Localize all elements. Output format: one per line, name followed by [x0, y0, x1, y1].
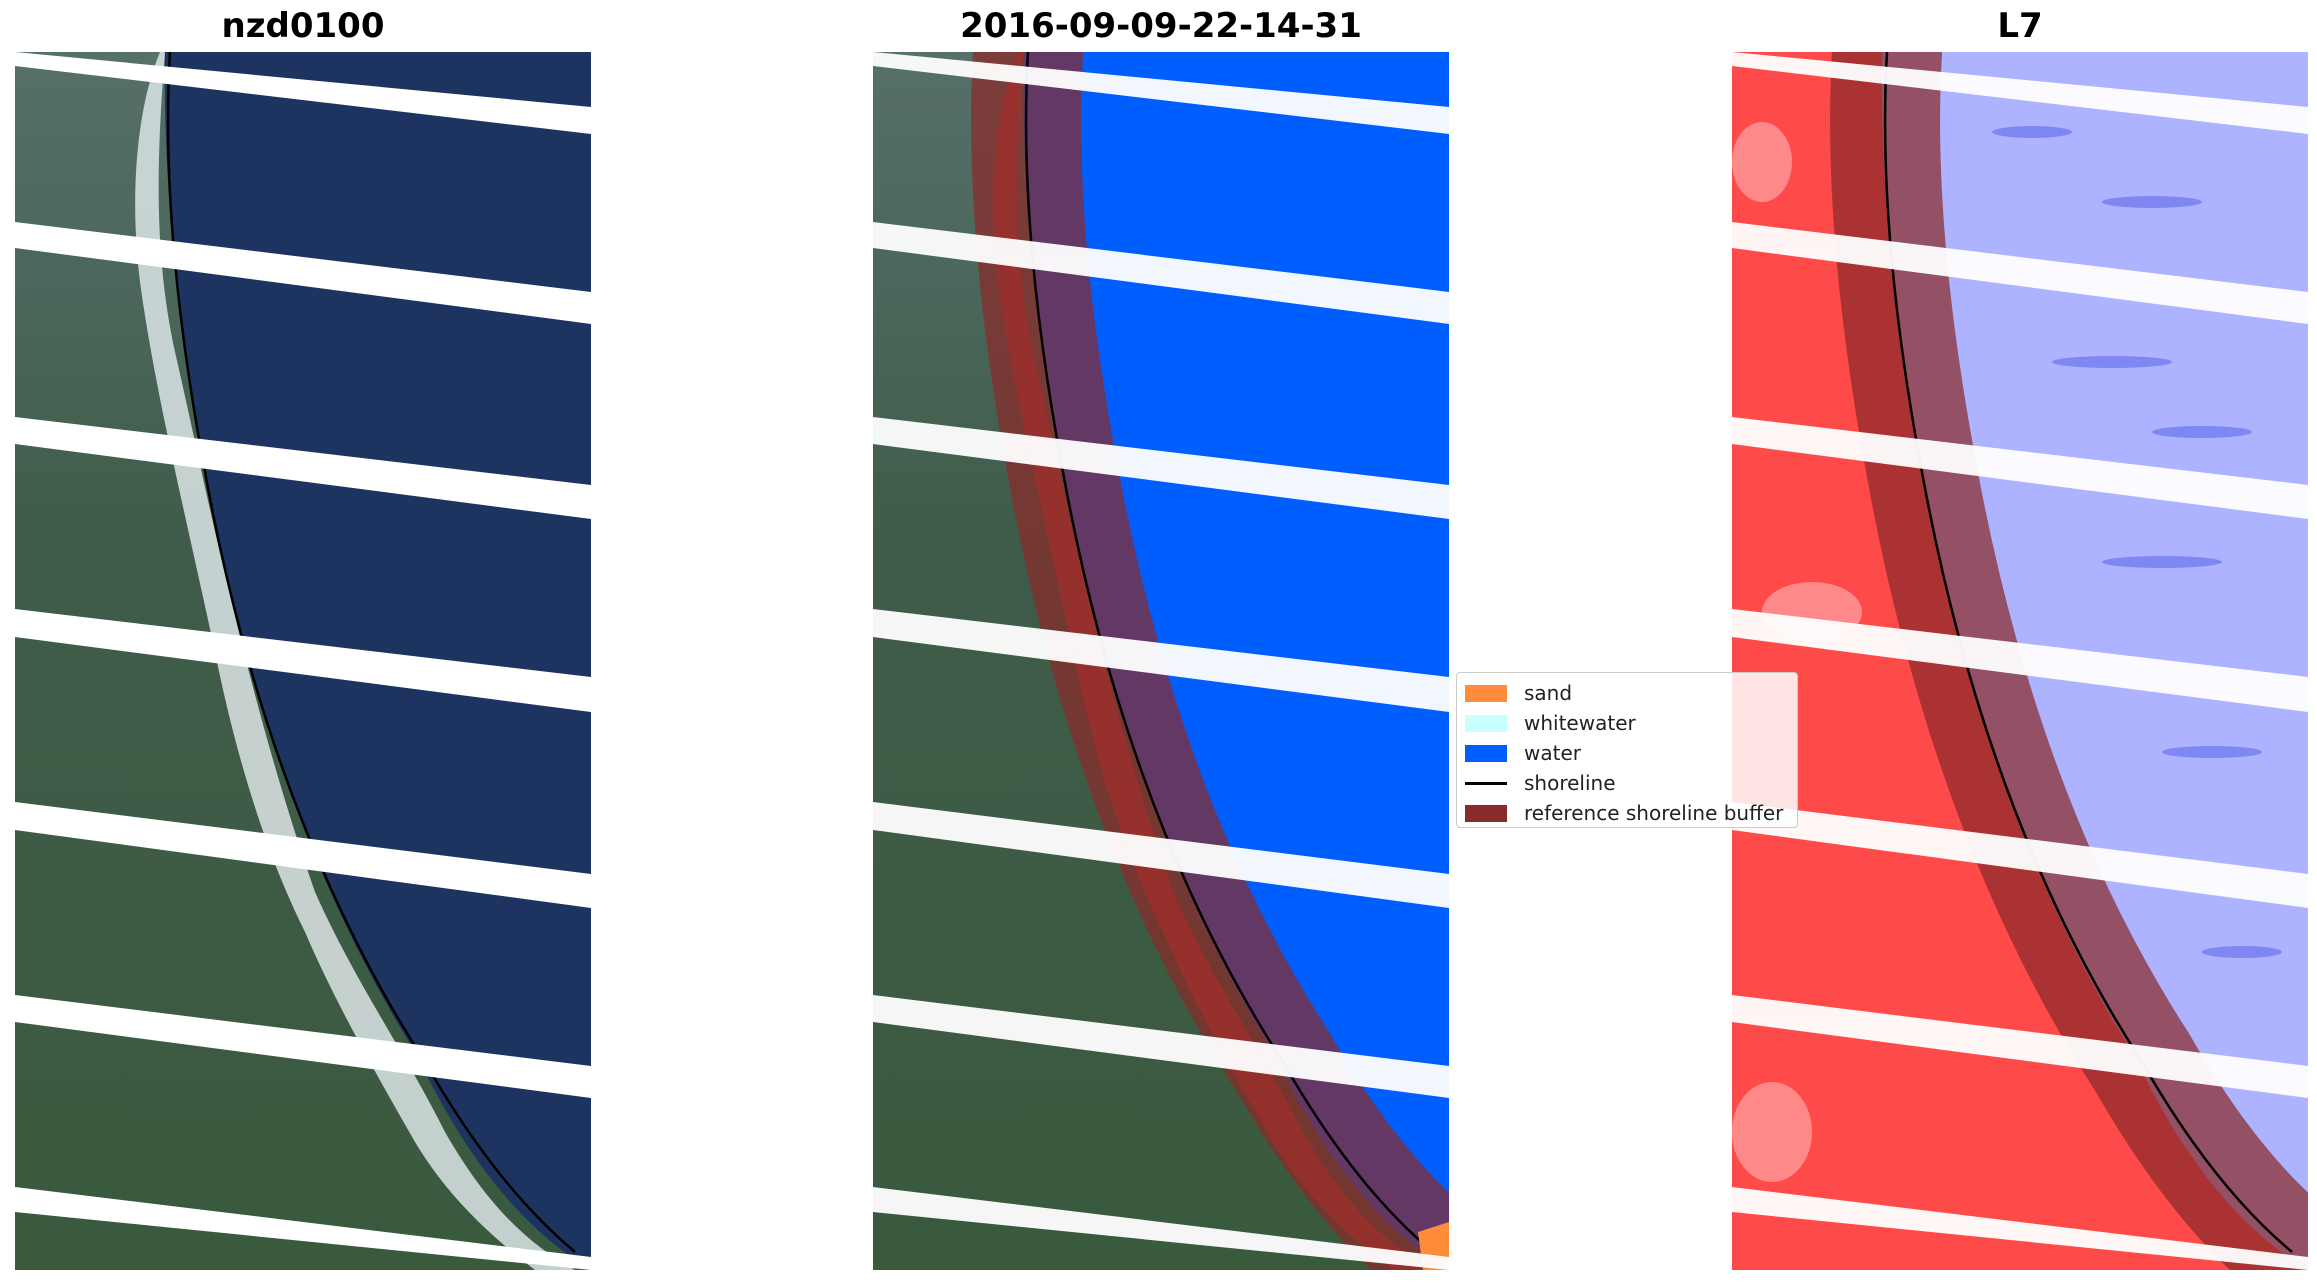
scan-line-gaps	[1732, 52, 2308, 1270]
legend-label-shoreline: shoreline	[1524, 771, 1616, 795]
legend-item-sand: sand	[1465, 681, 1572, 705]
legend-item-shoreline: shoreline	[1465, 771, 1616, 795]
legend-swatch-shoreline	[1465, 781, 1507, 785]
panel-title-rgb: nzd0100	[221, 6, 385, 46]
panel-title-index: L7	[1997, 6, 2043, 46]
index-image	[1732, 52, 2308, 1270]
legend-swatch-water	[1465, 744, 1507, 762]
legend-item-water: water	[1465, 741, 1581, 765]
water-texture	[1992, 126, 2282, 958]
legend-label-whitewater: whitewater	[1524, 711, 1636, 735]
legend-label-buffer: reference shoreline buffer	[1524, 801, 1784, 825]
classified-image-panel	[873, 52, 1449, 1270]
rgb-image	[15, 52, 591, 1270]
scan-line-gaps	[15, 52, 591, 1270]
panel-title-classified: 2016-09-09-22-14-31	[960, 6, 1362, 46]
classified-image	[873, 52, 1449, 1270]
legend-swatch-sand	[1465, 684, 1507, 702]
legend-label-sand: sand	[1524, 681, 1573, 705]
legend-label-water: water	[1524, 741, 1581, 765]
legend: sand whitewater water shoreline referenc…	[1456, 672, 1798, 828]
legend-item-whitewater: whitewater	[1465, 711, 1636, 735]
legend-swatch-whitewater	[1465, 714, 1507, 732]
legend-item-buffer: reference shoreline buffer	[1465, 801, 1783, 825]
scan-line-gaps	[873, 52, 1449, 1270]
legend-swatch-buffer	[1465, 804, 1507, 822]
rgb-image-panel	[15, 52, 591, 1270]
index-image-panel	[1732, 52, 2308, 1270]
